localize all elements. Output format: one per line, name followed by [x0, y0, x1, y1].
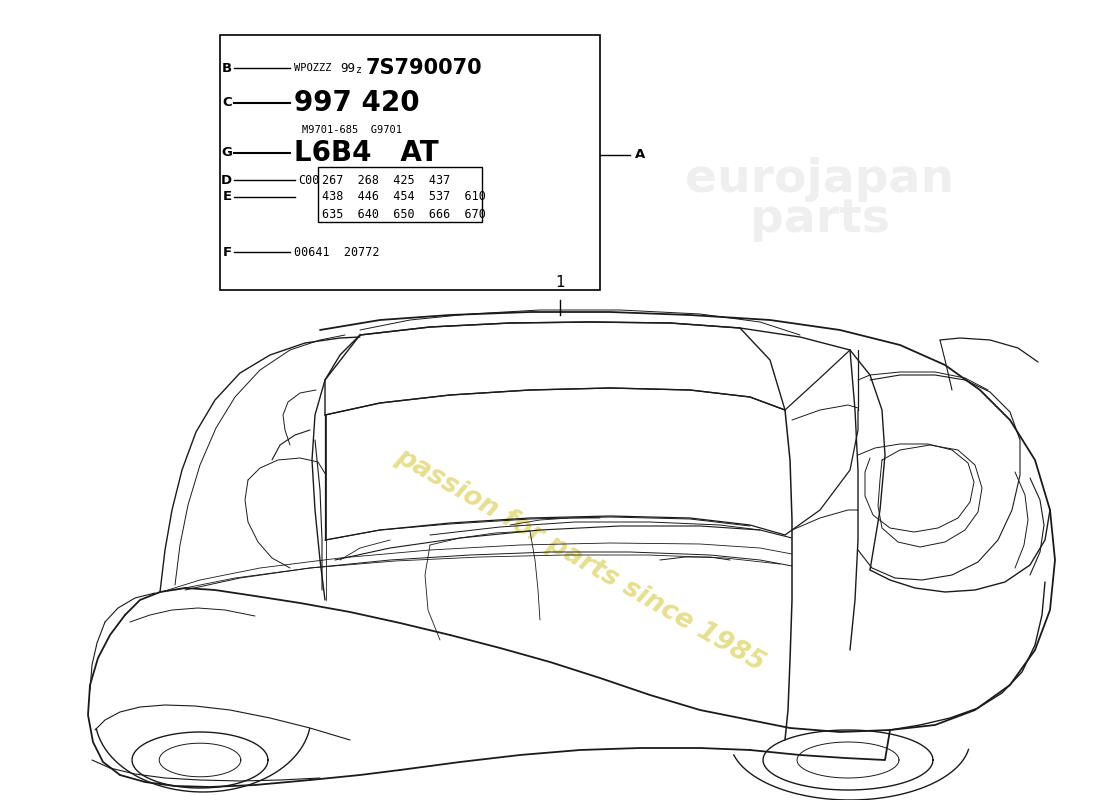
Text: 00641  20772: 00641 20772 [294, 246, 379, 258]
Text: 1: 1 [556, 275, 564, 290]
Text: passion for parts since 1985: passion for parts since 1985 [390, 443, 769, 677]
Text: D: D [221, 174, 232, 186]
Text: eurojapan: eurojapan [685, 158, 955, 202]
Bar [318, 167, 482, 222]
Text: C00: C00 [298, 174, 319, 186]
Text: 99: 99 [340, 62, 355, 74]
Text: 7S790070: 7S790070 [366, 58, 483, 78]
Text: A: A [635, 149, 646, 162]
Bar [220, 35, 600, 290]
Text: 267  268  425  437: 267 268 425 437 [322, 174, 450, 186]
Text: WPOZZZ: WPOZZZ [294, 63, 331, 73]
Text: 635  640  650  666  670: 635 640 650 666 670 [322, 207, 486, 221]
Text: E: E [223, 190, 232, 203]
Text: 997 420: 997 420 [294, 89, 419, 117]
Text: M9701-685  G9701: M9701-685 G9701 [302, 125, 402, 135]
Text: z: z [356, 65, 362, 75]
Text: G: G [221, 146, 232, 159]
Text: parts: parts [750, 198, 890, 242]
Text: C: C [222, 97, 232, 110]
Text: 438  446  454  537  610: 438 446 454 537 610 [322, 190, 486, 203]
Text: L6B4   AT: L6B4 AT [294, 139, 439, 167]
Text: B: B [222, 62, 232, 74]
Text: F: F [223, 246, 232, 258]
